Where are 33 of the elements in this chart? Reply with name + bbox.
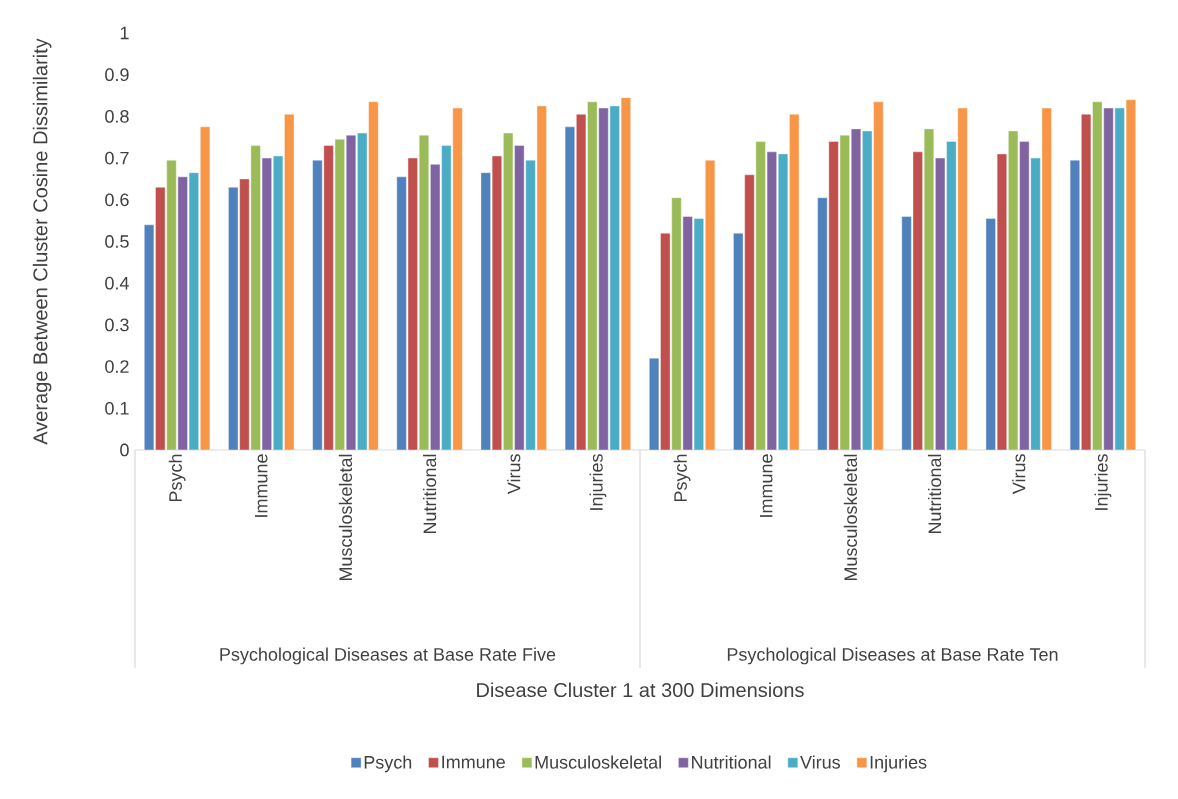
legend-label: Injuries xyxy=(870,755,927,773)
y-tick-label: 0.3 xyxy=(105,318,129,332)
y-tick-label: 0.5 xyxy=(105,235,129,248)
x-tick-label: Musculoskeletal xyxy=(338,454,353,581)
y-tick-label: 0.1 xyxy=(105,401,129,415)
y-tick-label: 0.8 xyxy=(105,110,129,123)
legend-label: Psych xyxy=(364,755,412,773)
y-tick-label: 0.2 xyxy=(105,360,129,373)
text: Psychological Diseases at Base Rate Five xyxy=(220,647,556,665)
x-tick-label: Injuries xyxy=(1094,454,1112,510)
y-tick-label: 0.4 xyxy=(105,276,129,290)
legend-label: Musculoskeletal xyxy=(535,755,661,769)
x-tick-label: Virus xyxy=(1012,454,1026,495)
y-axis-title: Average Between Cluster Cosine Dissimilarity xyxy=(32,38,52,445)
y-tick-label: 0.7 xyxy=(105,151,129,165)
legend-label: Immune xyxy=(442,755,505,769)
x-tick-label: Nutritional xyxy=(422,454,437,534)
y-tick-label: 0 xyxy=(120,443,129,457)
legend-label: Nutritional xyxy=(692,755,771,769)
x-tick-label: Psych xyxy=(168,454,186,502)
text: Disease Cluster 1 at 300 Dimensions xyxy=(477,682,804,698)
x-tick-label: Psych xyxy=(673,454,691,502)
text: Psychological Diseases at Base Rate Ten xyxy=(727,647,1058,665)
x-tick-label: Injuries xyxy=(589,454,607,510)
x-tick-label: Virus xyxy=(507,454,521,495)
y-tick-label: 0.6 xyxy=(105,193,129,207)
x-tick-label: Nutritional xyxy=(927,454,942,534)
y-tick-label: 0.9 xyxy=(105,68,129,82)
legend-label: Virus xyxy=(800,755,841,769)
x-tick-label: Immune xyxy=(759,454,773,517)
x-tick-label: Immune xyxy=(254,454,268,517)
y-tick-label: 1 xyxy=(120,26,129,40)
x-tick-label: Musculoskeletal xyxy=(843,454,858,581)
